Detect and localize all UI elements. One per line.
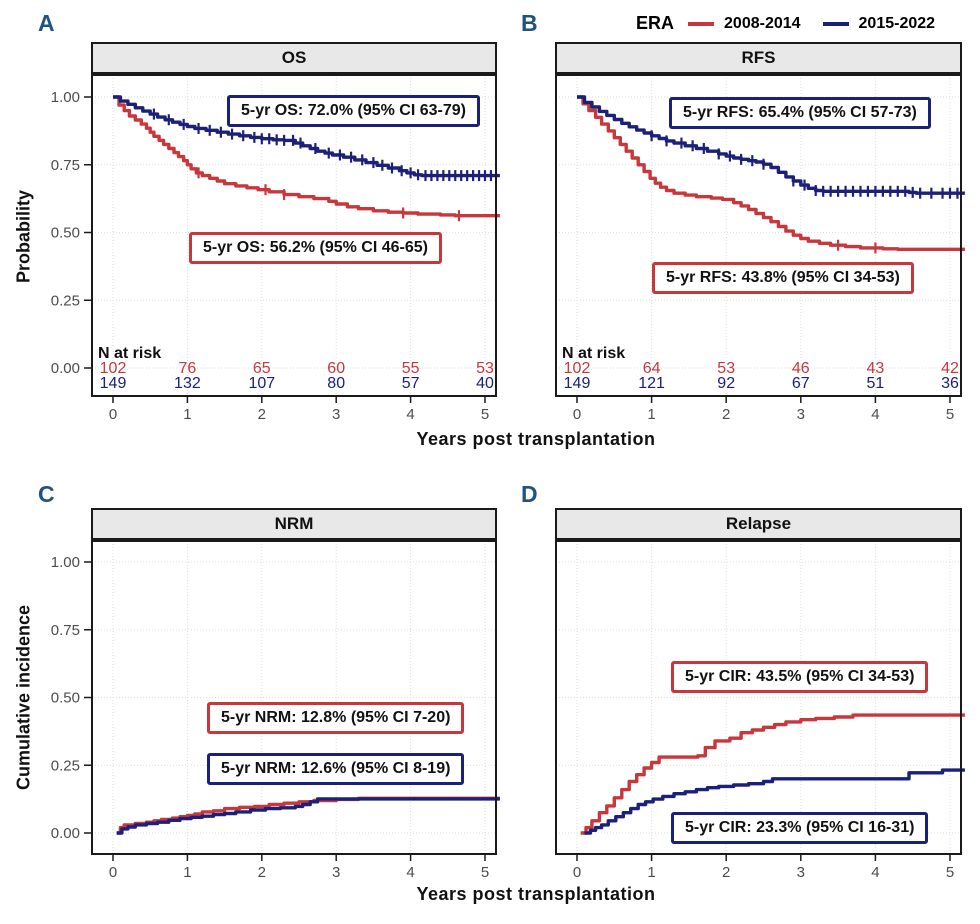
relapse-annotation-2008-2014: 5-yr CIR: 43.5% (95% CI 34-53): [671, 661, 929, 693]
relapse-plot: 0 1 2 3 4 5: [555, 540, 965, 881]
svg-text:5: 5: [946, 864, 954, 881]
panel-letter-c: C: [38, 481, 55, 507]
x-axis-title-bottom: Years post transplantation: [416, 884, 656, 904]
svg-text:43: 43: [867, 360, 885, 377]
svg-text:53: 53: [717, 360, 735, 377]
x-axis-title-top: Years post transplantation: [416, 429, 656, 449]
svg-text:5: 5: [946, 406, 954, 423]
svg-text:4: 4: [871, 864, 879, 881]
svg-text:0.75: 0.75: [51, 622, 80, 639]
svg-text:92: 92: [717, 375, 735, 392]
svg-text:149: 149: [100, 375, 127, 392]
legend-swatch-2008-2014: [688, 21, 715, 26]
svg-text:3: 3: [332, 406, 340, 423]
svg-text:1: 1: [647, 406, 655, 423]
svg-text:1: 1: [647, 864, 655, 881]
svg-text:4: 4: [406, 406, 414, 423]
svg-text:51: 51: [867, 375, 885, 392]
svg-text:0.50: 0.50: [51, 690, 80, 707]
panel-header-nrm: NRM: [91, 508, 497, 540]
y-axis-title-probability: Probability: [13, 190, 34, 284]
svg-text:42: 42: [941, 360, 959, 377]
svg-text:107: 107: [248, 375, 275, 392]
svg-text:55: 55: [402, 360, 420, 377]
svg-text:60: 60: [327, 360, 345, 377]
nrm-annotation-2008-2014: 5-yr NRM: 12.8% (95% CI 7-20): [207, 702, 465, 734]
svg-text:3: 3: [797, 864, 805, 881]
svg-text:0.25: 0.25: [51, 757, 80, 774]
rfs-annotation-2015-2022: 5-yr RFS: 65.4% (95% CI 57-73): [669, 97, 931, 129]
svg-text:76: 76: [179, 360, 197, 377]
svg-text:67: 67: [792, 375, 810, 392]
svg-text:4: 4: [871, 406, 879, 423]
panel-header-relapse: Relapse: [555, 508, 962, 540]
svg-text:132: 132: [174, 375, 201, 392]
panel-header-rfs: RFS: [555, 42, 962, 74]
legend-label-2008-2014: 2008-2014: [724, 14, 801, 32]
era-legend: ERA 2008-2014 2015-2022: [636, 13, 949, 34]
legend-swatch-2015-2022: [822, 21, 849, 26]
svg-text:0.00: 0.00: [51, 825, 80, 842]
svg-text:0.50: 0.50: [51, 225, 80, 242]
svg-text:64: 64: [643, 360, 661, 377]
y-axis-title-cumulative-incidence: Cumulative incidence: [13, 604, 34, 791]
legend-label-2015-2022: 2015-2022: [858, 14, 936, 32]
svg-text:2: 2: [722, 864, 730, 881]
svg-text:121: 121: [638, 375, 665, 392]
svg-text:102: 102: [564, 360, 591, 377]
rfs-annotation-2008-2014: 5-yr RFS: 43.8% (95% CI 34-53): [652, 262, 914, 294]
svg-text:2: 2: [258, 864, 266, 881]
svg-text:5: 5: [481, 864, 489, 881]
svg-text:0.75: 0.75: [51, 157, 80, 174]
svg-text:N at risk: N at risk: [98, 345, 161, 362]
svg-text:0: 0: [573, 406, 581, 423]
panel-letter-d: D: [521, 481, 538, 507]
svg-text:N at risk: N at risk: [562, 345, 625, 362]
svg-text:149: 149: [564, 375, 591, 392]
svg-text:0: 0: [109, 406, 117, 423]
svg-text:46: 46: [792, 360, 810, 377]
svg-text:80: 80: [327, 375, 345, 392]
svg-text:0: 0: [573, 864, 581, 881]
svg-text:3: 3: [797, 406, 805, 423]
panel-letter-b: B: [521, 10, 538, 36]
svg-text:102: 102: [100, 360, 127, 377]
svg-text:2: 2: [258, 406, 266, 423]
svg-text:65: 65: [253, 360, 271, 377]
svg-text:0.25: 0.25: [51, 292, 80, 309]
svg-text:1.00: 1.00: [51, 89, 80, 106]
nrm-plot: 0 1 2 3 4 5 0.00 0.25 0.50 0.75 1.00: [51, 540, 500, 881]
svg-text:5: 5: [481, 406, 489, 423]
os-annotation-2015-2022: 5-yr OS: 72.0% (95% CI 63-79): [227, 95, 480, 127]
svg-text:0: 0: [109, 864, 117, 881]
relapse-annotation-2015-2022: 5-yr CIR: 23.3% (95% CI 16-31): [671, 812, 929, 844]
svg-text:57: 57: [402, 375, 420, 392]
legend-title: ERA: [636, 13, 675, 33]
svg-text:2: 2: [722, 406, 730, 423]
nrm-annotation-2015-2022: 5-yr NRM: 12.6% (95% CI 8-19): [207, 753, 465, 785]
svg-text:53: 53: [476, 360, 494, 377]
panel-header-os: OS: [91, 42, 497, 74]
panel-letter-a: A: [38, 10, 55, 36]
svg-text:36: 36: [941, 375, 959, 392]
svg-text:0.00: 0.00: [51, 360, 80, 377]
svg-text:1: 1: [183, 864, 191, 881]
svg-text:1: 1: [183, 406, 191, 423]
svg-text:40: 40: [476, 375, 494, 392]
svg-text:3: 3: [332, 864, 340, 881]
svg-text:1.00: 1.00: [51, 554, 80, 571]
svg-text:4: 4: [406, 864, 414, 881]
os-annotation-2008-2014: 5-yr OS: 56.2% (95% CI 46-65): [189, 232, 442, 264]
